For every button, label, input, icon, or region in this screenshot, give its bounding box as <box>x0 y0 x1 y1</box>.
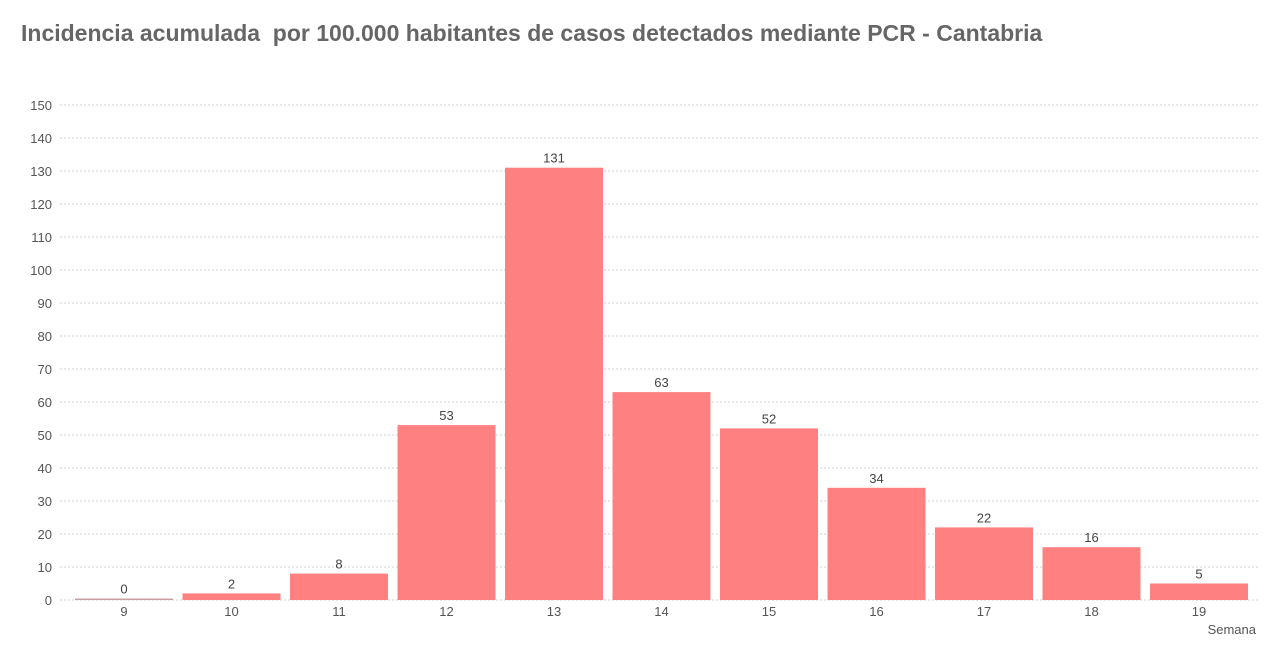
x-tick-label: 16 <box>869 604 883 619</box>
data-label: 52 <box>762 411 776 426</box>
y-tick-label: 30 <box>38 494 52 509</box>
x-tick-label: 9 <box>120 604 127 619</box>
y-tick-label: 140 <box>30 131 52 146</box>
y-tick-label: 60 <box>38 395 52 410</box>
x-tick-label: 15 <box>762 604 776 619</box>
x-tick-label: 17 <box>977 604 991 619</box>
y-tick-label: 70 <box>38 362 52 377</box>
x-tick-label: 18 <box>1084 604 1098 619</box>
bar <box>505 167 603 600</box>
x-tick-label: 13 <box>547 604 561 619</box>
y-tick-label: 110 <box>31 230 52 245</box>
data-label: 34 <box>869 471 883 486</box>
data-label: 131 <box>543 151 565 166</box>
data-label: 53 <box>439 408 453 423</box>
bar <box>290 573 388 600</box>
x-axis-title: Semana <box>1208 622 1257 637</box>
data-label: 2 <box>228 576 235 591</box>
data-label: 8 <box>335 557 342 572</box>
bar <box>720 428 818 600</box>
bar <box>935 527 1033 600</box>
x-tick-label: 10 <box>224 604 238 619</box>
x-tick-label: 19 <box>1192 604 1206 619</box>
y-tick-label: 120 <box>30 197 52 212</box>
y-tick-label: 80 <box>38 329 52 344</box>
y-tick-label: 100 <box>30 263 52 278</box>
y-tick-label: 40 <box>38 461 52 476</box>
y-tick-label: 10 <box>38 560 52 575</box>
chart-title: Incidencia acumulada por 100.000 habitan… <box>21 20 1043 46</box>
data-label: 63 <box>654 375 668 390</box>
bar <box>827 487 926 600</box>
data-label: 16 <box>1084 530 1098 545</box>
y-tick-label: 0 <box>45 593 52 608</box>
data-label: 0 <box>120 582 127 597</box>
bar <box>1042 547 1141 600</box>
y-tick-label: 90 <box>38 296 52 311</box>
data-label: 5 <box>1195 567 1202 582</box>
y-tick-label: 130 <box>30 164 52 179</box>
x-tick-label: 14 <box>654 604 668 619</box>
bar <box>612 392 711 600</box>
bar <box>182 593 281 600</box>
y-tick-label: 50 <box>38 428 52 443</box>
bar <box>397 425 496 600</box>
bar <box>75 598 173 600</box>
bar <box>1150 583 1248 600</box>
y-tick-label: 150 <box>30 98 52 113</box>
x-tick-label: 12 <box>439 604 453 619</box>
y-tick-label: 20 <box>38 527 52 542</box>
x-tick-label: 11 <box>332 604 346 619</box>
data-label: 22 <box>977 510 991 525</box>
